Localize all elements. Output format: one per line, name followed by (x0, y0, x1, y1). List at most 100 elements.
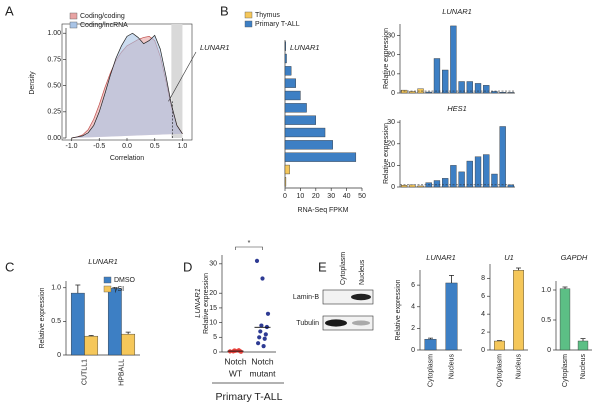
bar (442, 69, 449, 94)
x-tick-label: HPBALL (118, 359, 125, 386)
legend-label: DMSO (114, 277, 136, 284)
error-bar (428, 337, 433, 340)
bar (284, 90, 301, 101)
density-curve (71, 32, 183, 139)
x-tick-label: Notch (224, 356, 246, 366)
x-tick-label: Cytoplasm (562, 354, 569, 387)
bar (507, 184, 515, 188)
group-label: Primary T-ALL (216, 391, 283, 403)
point (256, 341, 261, 346)
y-tick-label: 20 (387, 141, 395, 148)
panel-letter: A (5, 3, 14, 18)
bar (499, 126, 506, 188)
y-axis-label: Relative expression (39, 287, 46, 348)
x-tick-label: CUTLL1 (81, 359, 88, 385)
y-tick-label: 0 (391, 184, 395, 191)
legend-label: Thymus (255, 12, 280, 19)
bar (107, 288, 122, 356)
x-tick-label: Cytoplasm (427, 354, 434, 387)
point (259, 323, 264, 328)
point (254, 258, 260, 263)
x-tick-label: Nucleus (580, 354, 587, 380)
chart-title: LUNAR1 (88, 257, 118, 266)
bar (474, 83, 482, 94)
bar (425, 91, 432, 94)
y-tick-label: 30 (387, 32, 395, 39)
y-axis-label: Relative expression (383, 28, 390, 89)
y-tick-label: 1.0 (51, 285, 61, 292)
bar (400, 89, 408, 94)
bar (284, 53, 287, 64)
bar (121, 333, 136, 356)
bar (284, 115, 316, 125)
bar (433, 180, 441, 188)
x-tick-label: 0.0 (122, 143, 132, 150)
bar (499, 92, 506, 94)
bar (284, 103, 307, 113)
chart-title: GAPDH (561, 253, 588, 262)
bar (559, 288, 571, 351)
legend-swatch (103, 285, 112, 293)
blot-strip (322, 289, 374, 305)
chart-title: U1 (504, 253, 514, 262)
error-bar (580, 338, 586, 341)
y-tick-label: 5 (213, 334, 217, 341)
error-bar (112, 287, 118, 289)
y-tick-label: 2 (481, 329, 485, 336)
error-bar (449, 275, 454, 283)
y-axis-label: Relative expression (383, 123, 390, 184)
bar (466, 160, 473, 188)
legend-swatch (244, 11, 253, 19)
x-tick-label: 1.0 (178, 143, 188, 150)
x-tick-label: 40 (343, 193, 351, 200)
y-tick-label: 0 (391, 90, 395, 97)
error-bar (75, 284, 81, 294)
bar (458, 81, 465, 94)
point (236, 348, 241, 353)
point (257, 335, 262, 340)
y-axis-label: Relative expression (395, 279, 402, 340)
bar (466, 81, 473, 94)
x-tick-label: 10 (297, 193, 305, 200)
bar (409, 184, 416, 188)
y-tick-label: 0.25 (47, 109, 61, 116)
point (265, 311, 271, 316)
bar (450, 165, 457, 188)
point (261, 344, 266, 349)
y-tick-label: 20 (387, 52, 395, 59)
chart-title: LUNAR1 (193, 288, 202, 318)
y-tick-label: 4 (411, 304, 415, 311)
blot-band (351, 293, 371, 301)
x-tick-label: 0 (283, 193, 287, 200)
y-tick-label: 2 (411, 325, 415, 332)
bar (442, 178, 449, 188)
row-label: Tubulin (296, 320, 319, 327)
chart-title: LUNAR1 (426, 253, 456, 262)
significance: * (248, 240, 251, 247)
bar (284, 127, 326, 138)
point (260, 276, 265, 281)
y-tick-label: 30 (387, 119, 395, 126)
annotation: LUNAR1 (200, 43, 230, 52)
x-tick-label: Nucleus (515, 354, 522, 380)
bar (424, 338, 437, 351)
bar (494, 340, 505, 351)
y-tick-label: 8 (481, 275, 485, 282)
x-tick-label: 50 (358, 193, 366, 200)
bar (409, 91, 416, 94)
x-tick-label: 0.5 (150, 143, 160, 150)
shade-band (171, 24, 183, 138)
bar (84, 335, 99, 356)
y-tick-label: 10 (387, 162, 395, 169)
bar (483, 85, 490, 94)
bar (284, 164, 290, 175)
panel-letter: E (318, 259, 327, 274)
error-bar (125, 331, 131, 335)
bar (458, 171, 465, 188)
bar (577, 340, 589, 351)
lane-label: Cytoplasm (340, 252, 347, 285)
error-bar (88, 335, 94, 337)
chart-title: HES1 (447, 104, 467, 113)
bar (491, 173, 498, 188)
error-bar (562, 286, 568, 289)
